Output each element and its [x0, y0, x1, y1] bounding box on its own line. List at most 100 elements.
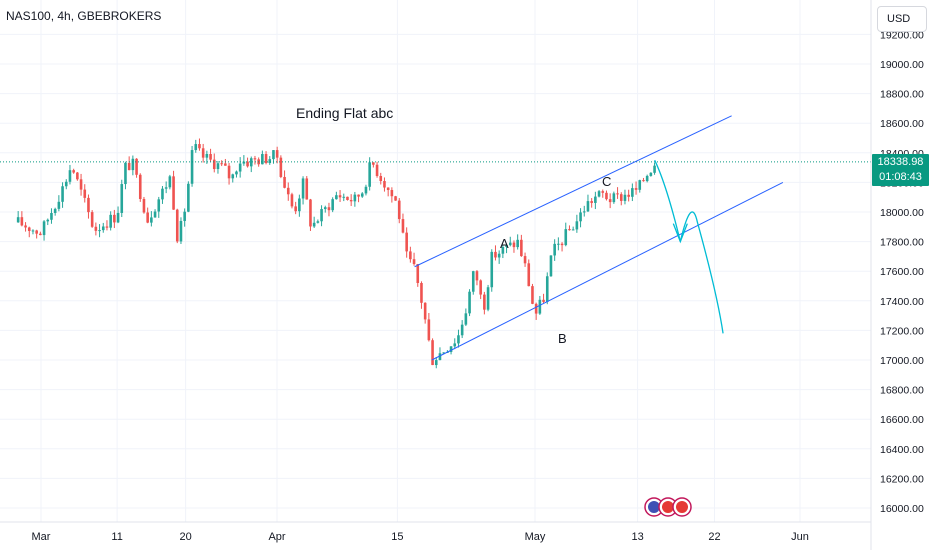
- wave-label: B: [558, 331, 567, 346]
- candle-body: [146, 212, 149, 223]
- candle-body: [246, 161, 249, 167]
- candle-body: [150, 217, 153, 223]
- price-tick-label: 16600.00: [880, 414, 924, 426]
- candle-body: [168, 176, 172, 188]
- candle-body: [205, 154, 209, 158]
- candle-body: [394, 196, 397, 201]
- candle-body: [594, 196, 597, 203]
- candle-body: [527, 263, 531, 287]
- candle-body: [390, 190, 394, 197]
- candle-body: [471, 271, 475, 292]
- candle-body: [153, 211, 157, 218]
- candle-body: [198, 144, 201, 149]
- candle-body: [501, 247, 505, 254]
- candle-body: [483, 294, 486, 310]
- candle-body: [608, 199, 612, 203]
- price-tick-label: 16800.00: [880, 385, 924, 397]
- candle-body: [61, 186, 64, 202]
- candle-body: [379, 176, 383, 182]
- candle-body: [372, 162, 375, 165]
- candle-body: [35, 230, 38, 234]
- candle-body: [109, 214, 112, 228]
- candle-body: [264, 154, 268, 164]
- candle-body: [179, 220, 183, 242]
- time-tick-label: Jun: [791, 531, 809, 543]
- candle-body: [20, 217, 24, 226]
- candle-body: [46, 219, 50, 222]
- candle-body: [634, 188, 638, 190]
- candle-body: [605, 192, 608, 200]
- candle-body: [272, 150, 275, 160]
- candle-body: [201, 148, 205, 158]
- price-tick-label: 17000.00: [880, 355, 924, 367]
- candle-body: [190, 150, 194, 184]
- candle-body: [490, 251, 494, 288]
- candle-body: [253, 158, 257, 160]
- candle-body: [27, 227, 31, 231]
- price-tick-label: 17600.00: [880, 266, 924, 278]
- candle-body: [279, 157, 283, 177]
- candle-body: [405, 232, 408, 252]
- candle-body: [275, 150, 279, 158]
- candle-body: [638, 180, 642, 190]
- price-tick-label: 16400.00: [880, 444, 924, 456]
- candle-body: [653, 165, 656, 173]
- price-tick-label: 18000.00: [880, 207, 924, 219]
- candle-body: [431, 340, 434, 366]
- candle-body: [397, 200, 401, 220]
- candle-body: [331, 199, 334, 211]
- candle-body: [553, 243, 556, 256]
- candle-body: [79, 179, 83, 190]
- candle-body: [338, 195, 342, 198]
- candle-body: [642, 180, 645, 182]
- candle-body: [523, 256, 527, 264]
- candle-body: [597, 191, 601, 197]
- candle-body: [619, 194, 623, 201]
- candle-body: [83, 189, 87, 198]
- candle-body: [401, 219, 405, 233]
- candle-body: [298, 198, 301, 212]
- candle-body: [420, 282, 423, 303]
- candle-body: [335, 195, 338, 200]
- candle-body: [224, 163, 227, 166]
- candle-body: [542, 299, 545, 302]
- time-tick-label: Apr: [268, 531, 285, 543]
- candle-body: [68, 170, 72, 182]
- candle-body: [39, 233, 42, 236]
- price-tick-label: 16000.00: [880, 503, 924, 515]
- candle-body: [327, 207, 331, 211]
- candle-body: [494, 251, 497, 258]
- candle-body: [516, 239, 519, 248]
- candle-body: [631, 188, 634, 197]
- candle-body: [72, 170, 75, 173]
- candle-body: [309, 199, 312, 227]
- candle-body: [601, 191, 605, 193]
- candle-body: [468, 291, 471, 314]
- candle-body: [560, 243, 564, 246]
- candle-body: [249, 158, 253, 167]
- candle-body: [508, 242, 512, 246]
- candle-body: [290, 194, 294, 207]
- candle-body: [175, 209, 179, 242]
- candle-body: [497, 253, 501, 258]
- candle-body: [457, 335, 460, 344]
- price-tick-label: 16200.00: [880, 473, 924, 485]
- candle-body: [349, 199, 353, 202]
- candle-body: [116, 212, 120, 223]
- candle-body: [412, 259, 416, 265]
- candle-body: [386, 187, 390, 191]
- time-tick-label: May: [525, 531, 546, 543]
- trend-channel: [414, 115, 784, 361]
- price-tick-label: 17200.00: [880, 325, 924, 337]
- candle-body: [42, 221, 46, 236]
- candle-body: [531, 286, 534, 304]
- candle-body: [368, 162, 371, 187]
- candle-body: [209, 154, 212, 160]
- candle-body: [464, 313, 468, 325]
- time-axis: Mar 11 20 Apr 15 May 13 22 Jun: [32, 531, 809, 543]
- candle-body: [90, 212, 94, 227]
- candle-body: [612, 193, 616, 203]
- flag-icons[interactable]: [644, 497, 692, 517]
- currency-button[interactable]: USD: [877, 6, 927, 32]
